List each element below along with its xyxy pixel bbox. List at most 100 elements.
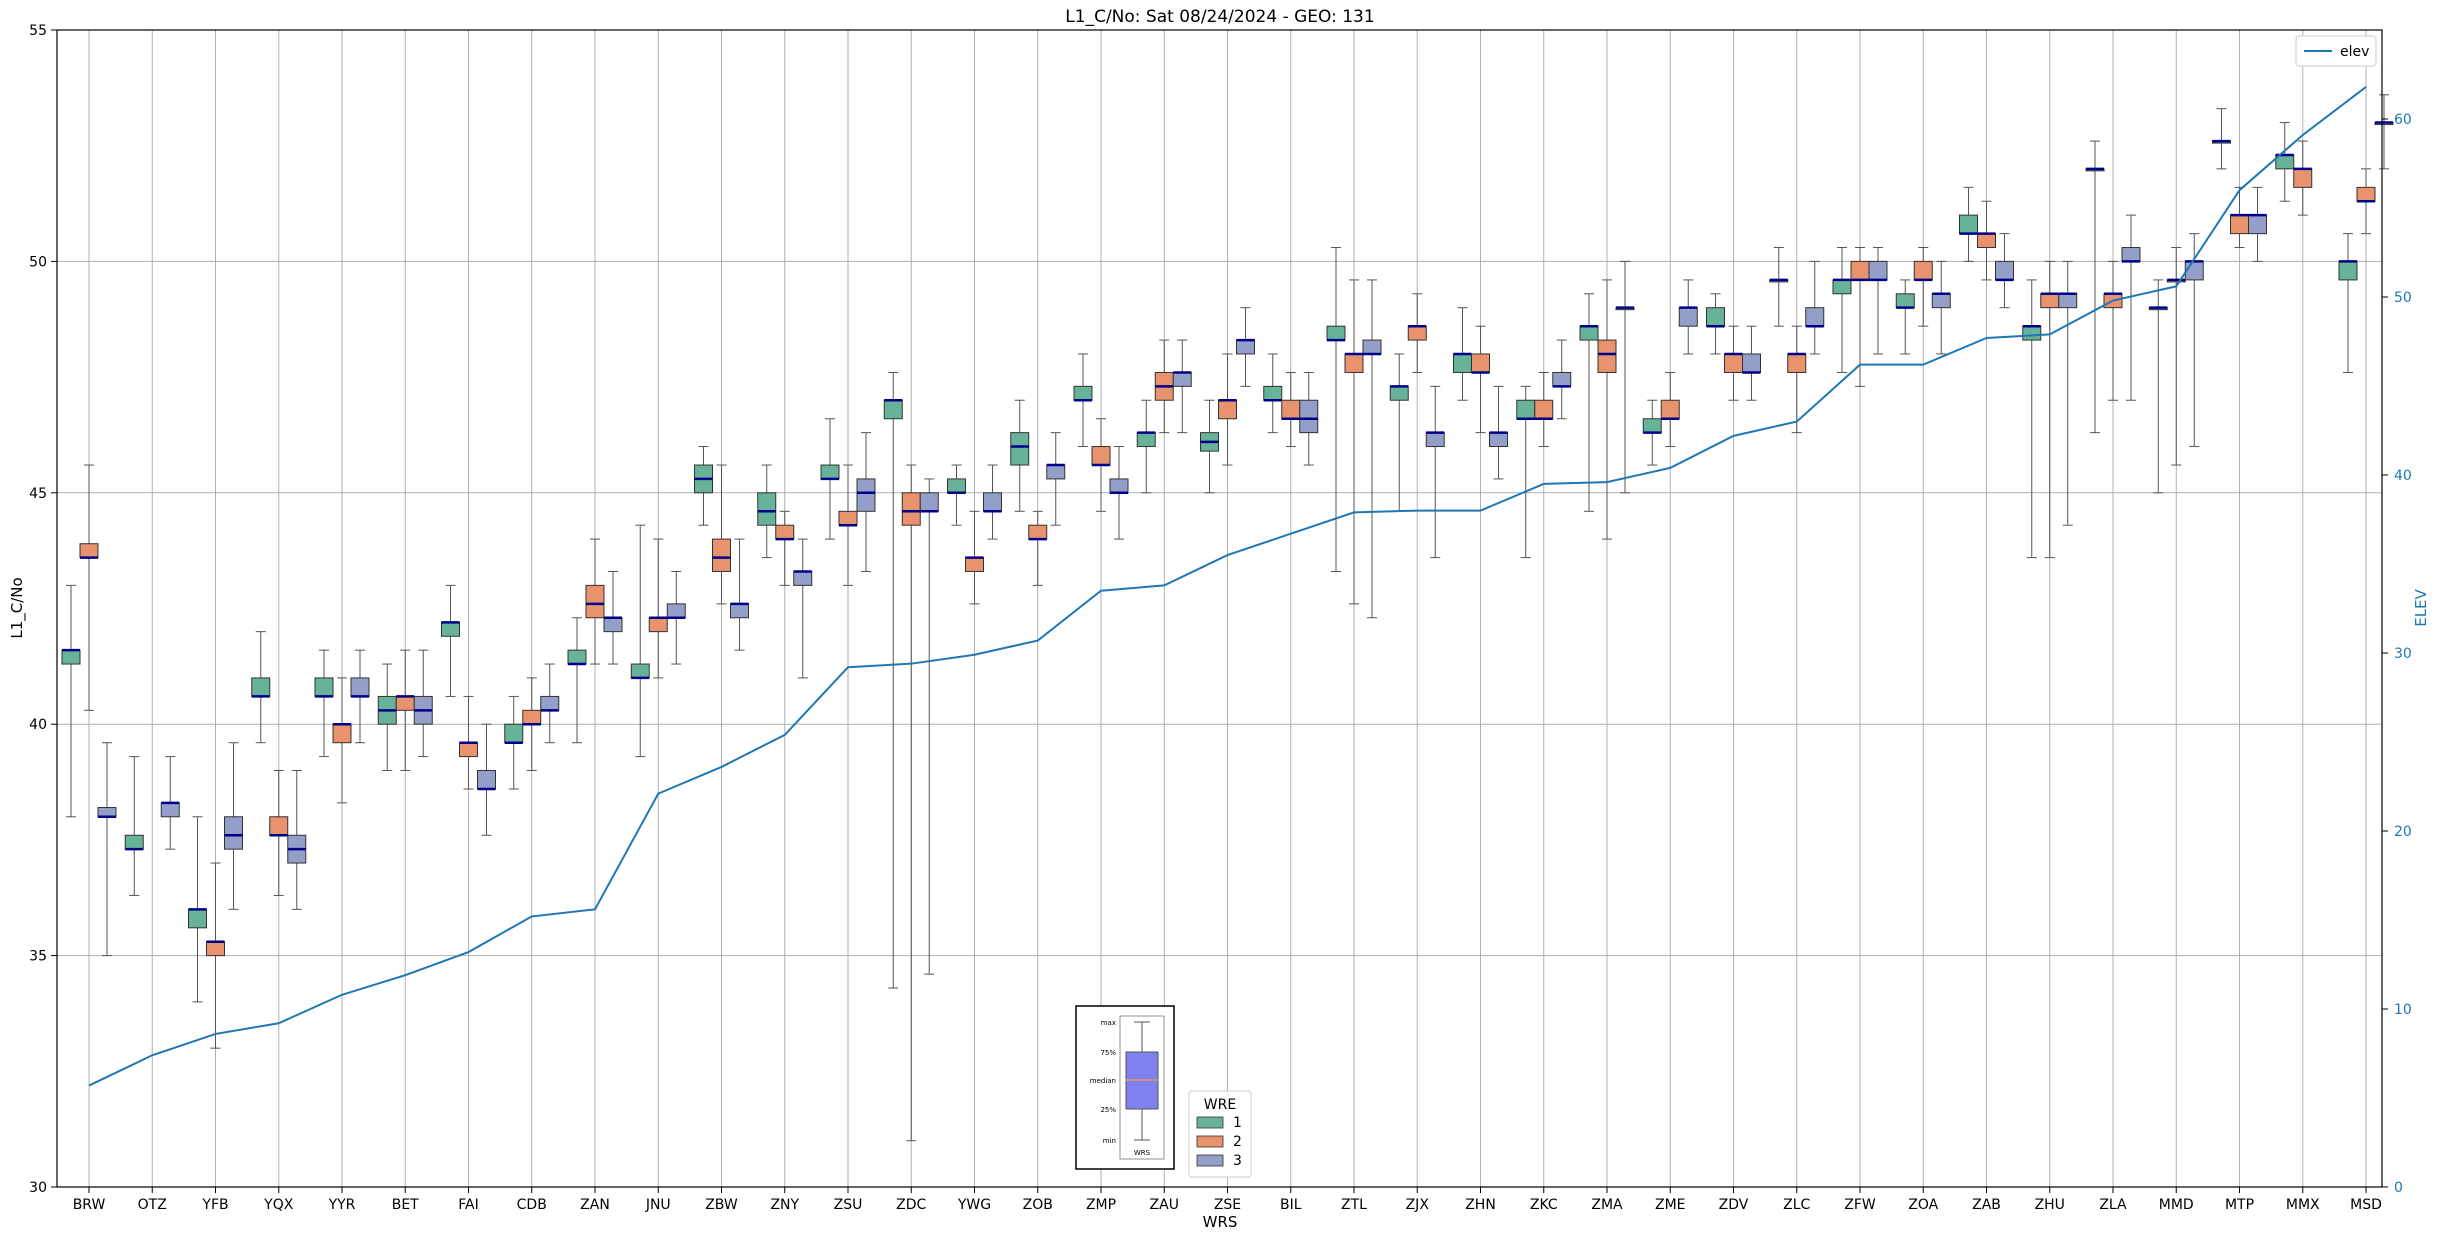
- box-ZJX-wre3: [1425, 432, 1445, 448]
- x-tick-label: ZAN: [580, 1197, 610, 1213]
- box-MTP-wre2: [2230, 214, 2249, 235]
- box-ZHU-wre1: [2022, 325, 2042, 341]
- box-key-label-min: min: [1103, 1137, 1116, 1145]
- box-FAI-wre2: [459, 742, 478, 758]
- box-ZLC-wre3: [1805, 307, 1825, 327]
- box-plots: [61, 94, 2394, 1142]
- legend-elev: elev: [2295, 35, 2377, 67]
- box-ZJX-wre1: [1389, 385, 1409, 401]
- box-ZMP-wre1: [1073, 385, 1093, 401]
- box-OTZ-wre3: [160, 802, 180, 818]
- elev-line: [88, 86, 2367, 1087]
- box-ZOB-wre3: [1046, 464, 1066, 480]
- box-ZHN-wre3: [1489, 432, 1508, 448]
- box-ZAB-wre3: [1995, 260, 2014, 281]
- x-tick-label: ZNY: [770, 1197, 799, 1213]
- box-YWG-wre2: [965, 557, 984, 572]
- y-tick-label: 55: [29, 23, 47, 39]
- x-tick-label: ZDC: [896, 1197, 926, 1213]
- y-axis-ticks: 30 35 40 45 50 55: [29, 23, 57, 1196]
- box-MSD-wre2: [2356, 186, 2376, 202]
- gridlines: [57, 29, 2382, 1188]
- box-CDB-wre3: [540, 695, 560, 711]
- y2-axis-label: ELEV: [2412, 588, 2430, 626]
- x-tick-label: OTZ: [138, 1197, 167, 1213]
- box-ZMA-wre2: [1597, 339, 1617, 373]
- box-ZKC-wre1: [1516, 399, 1536, 420]
- x-tick-label: YFB: [201, 1197, 228, 1213]
- box-ZAU-wre3: [1172, 371, 1192, 387]
- box-ZSE-wre3: [1236, 339, 1255, 355]
- box-key: max 75% median 25% min WRS: [1075, 1005, 1175, 1170]
- elev-series: [88, 86, 2367, 1087]
- box-ZDC-wre1: [883, 399, 903, 420]
- box-ZOA-wre2: [1913, 260, 1933, 281]
- x-tick-label: MMX: [2286, 1197, 2320, 1213]
- y2-tick-label: 10: [2394, 1002, 2412, 1018]
- x-tick-label: ZHU: [2035, 1197, 2065, 1213]
- box-BRW-wre3: [97, 807, 117, 818]
- x-tick-label: YYR: [328, 1197, 356, 1213]
- y-tick-label: 35: [29, 949, 47, 965]
- box-ZTL-wre2: [1344, 353, 1364, 373]
- x-tick-label: ZFW: [1844, 1197, 1876, 1213]
- box-BRW-wre2: [79, 543, 99, 559]
- x-tick-label: ZLA: [2099, 1197, 2127, 1213]
- box-key-label-max: max: [1101, 1019, 1116, 1027]
- x-tick-label: BIL: [1280, 1197, 1302, 1213]
- box-MMX-wre2: [2293, 168, 2313, 188]
- box-ZOA-wre3: [1931, 293, 1951, 309]
- x-tick-label: ZMP: [1086, 1197, 1116, 1213]
- x-tick-label: CDB: [517, 1197, 547, 1213]
- x-tick-label: ZKC: [1530, 1197, 1558, 1213]
- box-ZME-wre2: [1660, 399, 1680, 420]
- box-YYR-wre3: [350, 677, 370, 697]
- box-ZNY-wre1: [757, 492, 777, 526]
- x-tick-label: YQX: [263, 1197, 294, 1213]
- y-tick-label: 30: [29, 1180, 47, 1196]
- y2-tick-label: 0: [2394, 1180, 2403, 1196]
- box-ZSE-wre2: [1218, 399, 1237, 420]
- box-ZMP-wre3: [1109, 478, 1129, 494]
- x-tick-label: BRW: [73, 1197, 106, 1213]
- box-ZMP-wre2: [1091, 446, 1111, 466]
- legend-wre-swatch-3: [1196, 1154, 1224, 1167]
- x-tick-label: ZDV: [1719, 1197, 1749, 1213]
- x-tick-label: MMD: [2159, 1197, 2194, 1213]
- legend-wre: WRE 1 2 3: [1188, 1090, 1252, 1178]
- box-ZME-wre3: [1678, 307, 1698, 327]
- legend-wre-label-3: 3: [1233, 1153, 1242, 1169]
- x-tick-label: ZAB: [1972, 1197, 2001, 1213]
- box-YFB-wre2: [206, 941, 225, 957]
- x-tick-label: MSD: [2350, 1197, 2382, 1213]
- x-tick-label: ZOA: [1908, 1197, 1938, 1213]
- box-BET-wre2: [395, 695, 415, 711]
- box-ZSU-wre3: [856, 478, 876, 512]
- x-tick-label: ZHN: [1465, 1197, 1496, 1213]
- box-ZKC-wre2: [1534, 399, 1554, 420]
- box-YQX-wre1: [251, 677, 271, 697]
- box-ZDV-wre2: [1724, 353, 1743, 373]
- box-ZFW-wre2: [1850, 260, 1870, 281]
- box-ZAN-wre1: [567, 649, 587, 665]
- box-YFB-wre1: [188, 908, 207, 929]
- legend-wre-swatch-1: [1196, 1116, 1224, 1129]
- box-CDB-wre2: [522, 709, 542, 725]
- box-ZOA-wre1: [1895, 293, 1915, 309]
- box-BIL-wre3: [1299, 399, 1319, 434]
- chart-title: L1_C/No: Sat 08/24/2024 - GEO: 131: [1065, 7, 1374, 27]
- x-tick-label: BET: [392, 1197, 419, 1213]
- x-tick-label: ZMA: [1591, 1197, 1623, 1213]
- box-ZAB-wre2: [1977, 233, 1996, 249]
- box-ZHN-wre1: [1453, 353, 1472, 373]
- box-ZLA-wre3: [2121, 247, 2141, 262]
- y2-tick-label: 40: [2394, 468, 2412, 484]
- box-JNU-wre2: [648, 617, 668, 633]
- box-BIL-wre2: [1281, 399, 1301, 420]
- x-tick-label: ZME: [1655, 1197, 1686, 1213]
- box-ZNY-wre3: [793, 570, 813, 586]
- x-tick-label: ZAU: [1150, 1197, 1179, 1213]
- box-key-label-median: median: [1090, 1077, 1116, 1085]
- x-tick-label: ZLC: [1783, 1197, 1810, 1213]
